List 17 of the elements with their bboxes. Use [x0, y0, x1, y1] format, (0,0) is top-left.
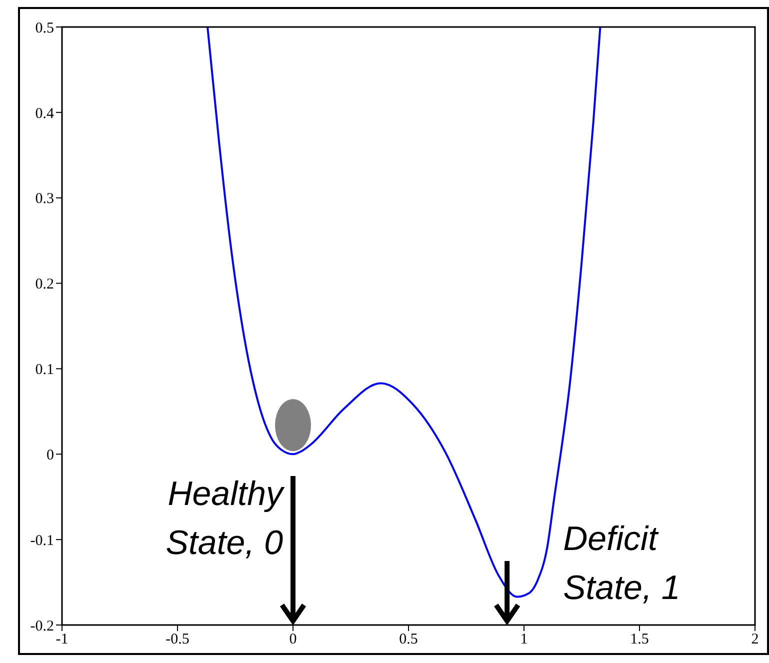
x-tick-label: 1 — [520, 632, 528, 648]
x-tick-label: 0.5 — [399, 632, 418, 648]
y-tick-label: -0.1 — [30, 532, 54, 549]
y-tick-label: 0.2 — [35, 276, 54, 293]
x-tick-label: -0.5 — [166, 632, 190, 648]
y-tick-label: 0 — [46, 447, 54, 464]
y-tick-label: 0.3 — [35, 191, 54, 208]
y-tick-label: 0.4 — [35, 106, 54, 122]
x-tick-label: 0 — [289, 632, 297, 648]
y-tick-label: 0.1 — [35, 362, 54, 378]
x-tick-label: 2 — [751, 632, 759, 648]
annotation: Deficit State, 1 — [563, 519, 682, 609]
y-tick-label: 0.5 — [35, 20, 54, 36]
x-tick-label: 1.5 — [630, 632, 649, 648]
y-tick-label: -0.2 — [30, 618, 54, 634]
x-tick-label: -1 — [56, 632, 68, 648]
annotation: Healthy State, 0 — [164, 474, 283, 564]
